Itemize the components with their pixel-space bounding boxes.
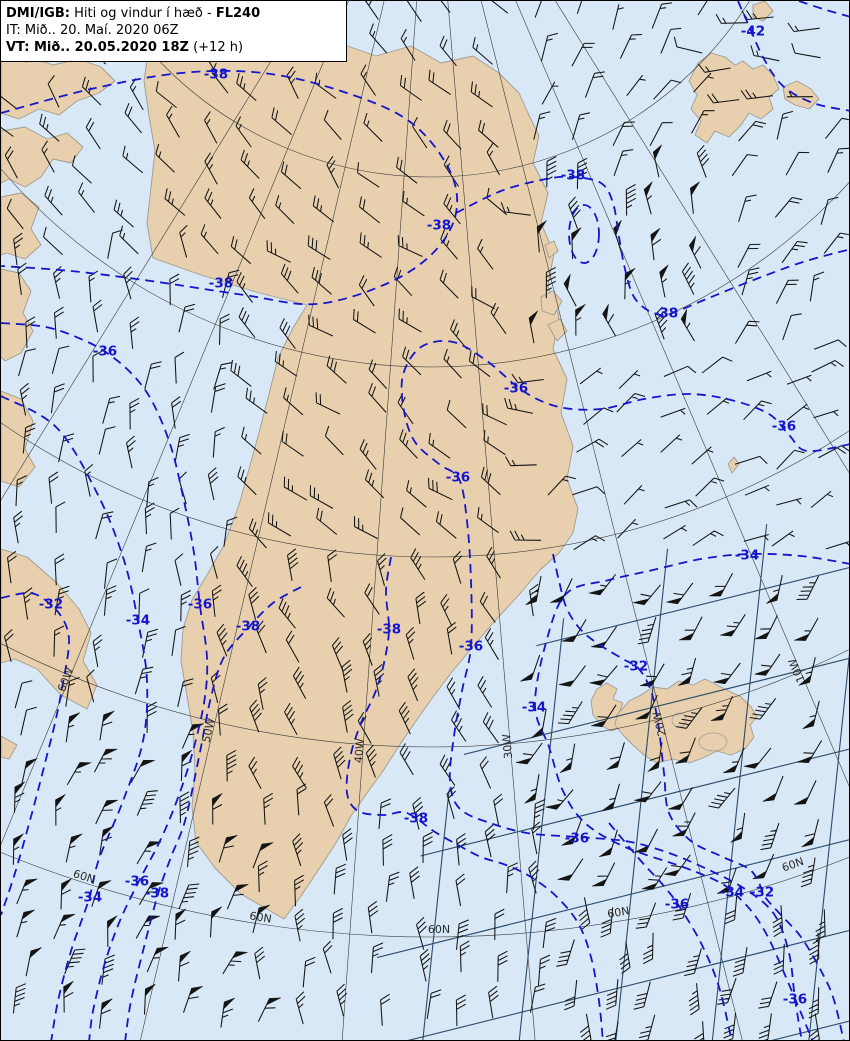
land-baffin-south — [1, 735, 18, 760]
init-time: IT: Mið.. 20. Maí. 2020 06Z — [6, 23, 179, 38]
parallel-80N — [112, 1, 750, 178]
graticule-label: 60N — [249, 909, 273, 925]
parallel-70N — [1, 422, 849, 558]
valid-time-offset: (+12 h) — [193, 40, 244, 55]
map-title-box: DMI/IGB: Hiti og vindur í hæð - FL240 IT… — [1, 1, 347, 62]
isotherm-label: -36 — [93, 344, 117, 360]
isotherm--34-right — [534, 552, 849, 1040]
meridian-50W — [140, 1, 385, 1040]
glacier-outline — [698, 732, 728, 752]
domain-grid-line — [429, 521, 662, 1040]
flight-level: FL240 — [215, 6, 261, 21]
meridian-60W — [1, 1, 349, 846]
isotherm-label: -36 — [565, 831, 589, 847]
isotherm-label: -36 — [125, 874, 149, 890]
graticule-label: 40W — [352, 738, 367, 764]
isotherm--36-southeast — [608, 822, 733, 1040]
land-ellesmere-1 — [1, 56, 116, 120]
valid-time-main: VT: Mið.. 20.05.2020 18Z — [6, 40, 189, 55]
domain-grid-line — [341, 521, 849, 897]
land-jan-mayen — [727, 456, 740, 474]
product-title: DMI/IGB: Hiti og vindur í hæð - FL240 — [6, 5, 339, 22]
graticule-label: 50W — [199, 717, 217, 744]
product-description: Hiti og vindur í hæð - — [74, 6, 212, 21]
valid-time: VT: Mið.. 20.05.2020 18Z (+12 h) — [6, 39, 339, 56]
isotherm-label: -38 — [236, 619, 260, 635]
parallel-75N — [1, 168, 849, 368]
isotherm-label: -32 — [624, 659, 648, 675]
isotherm-label: -34 — [126, 613, 150, 629]
isotherm-label: -36 — [665, 897, 689, 913]
isotherm-label: -34 — [735, 548, 759, 564]
isotherm--40-closed-low — [568, 204, 600, 264]
isotherm--36-west-long — [1, 322, 209, 1040]
isotherm-label: -32 — [750, 885, 774, 901]
isotherm--38-interior-south — [345, 556, 604, 1040]
graticule-label: 60N — [428, 923, 450, 936]
isotherm-label: -38 — [209, 276, 233, 292]
graticule-label: 20W — [650, 710, 669, 737]
domain-grid-line — [620, 521, 849, 1040]
land-ellesmere-2 — [1, 126, 84, 188]
domain-grid-line — [341, 619, 849, 1040]
isotherm-label: -38 — [377, 622, 401, 638]
domain-grid-line — [341, 705, 849, 1040]
domain-grid-line — [341, 521, 849, 983]
isotherm-label: -34 — [78, 890, 102, 906]
graticule-label: 60N — [606, 904, 630, 921]
meridian-10W — [515, 1, 849, 787]
isotherm-label: -38 — [404, 811, 428, 827]
isotherm-label: -38 — [145, 886, 169, 902]
meridian-20W — [480, 1, 743, 1040]
land-svalbard-spitsbergen — [688, 52, 780, 144]
isotherm-label: -36 — [772, 419, 796, 435]
isotherm-label: -38 — [204, 67, 228, 83]
land-devon-island — [1, 268, 34, 362]
isotherm-label: -38 — [427, 218, 451, 234]
meridian-0E — [555, 1, 849, 474]
isotherm--34-left — [1, 395, 149, 1040]
isotherm--42-corner — [798, 1, 849, 18]
isotherm-label: -38 — [654, 306, 678, 322]
graticule-label: 30W — [500, 733, 515, 759]
domain-grid-line — [716, 521, 849, 1040]
isotherm--32-left — [1, 591, 70, 916]
isotherm--38-northeast — [455, 175, 849, 316]
isotherm--42-top-right — [737, 1, 849, 112]
isotherm--38-west-coast — [124, 586, 302, 1040]
isotherm-label: -36 — [504, 381, 528, 397]
land-e-greenland-isle-3 — [544, 240, 559, 259]
isotherm--32-iceland — [552, 553, 845, 1040]
land-svalbard-north-isle — [752, 1, 774, 22]
parallel-65N — [1, 643, 849, 748]
isotherm-label: -34 — [522, 700, 546, 716]
product-id: DMI/IGB: — [6, 6, 70, 21]
isotherm-label: -32 — [39, 597, 63, 613]
isotherm-label: -36 — [459, 639, 483, 655]
isotherm--36-long — [400, 340, 849, 1040]
isotherm-label: -36 — [783, 992, 807, 1008]
wind-barb-pennants — [13, 144, 816, 1011]
isotherm-label: -36 — [188, 597, 212, 613]
isotherm-label: -42 — [741, 24, 765, 40]
isotherm-label: -38 — [561, 168, 585, 184]
isotherm-label: -34 — [720, 885, 744, 901]
isotherm-label: -36 — [446, 470, 470, 486]
meridian-30W — [447, 1, 536, 1040]
